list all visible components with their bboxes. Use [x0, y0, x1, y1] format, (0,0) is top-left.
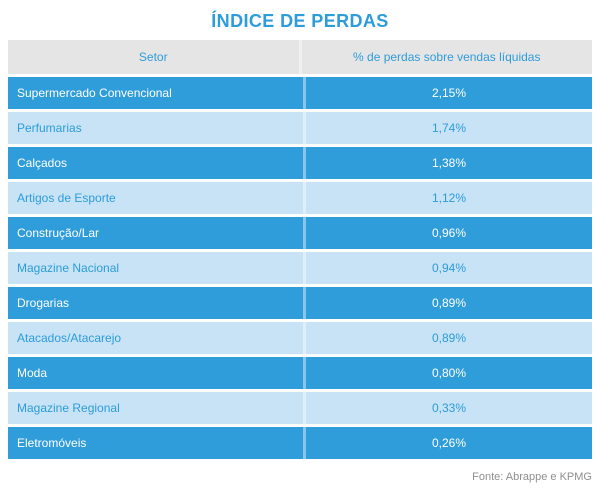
sector-cell: Drogarias	[17, 296, 70, 310]
value-cell: 0,80%	[431, 366, 467, 380]
column-divider	[303, 357, 306, 389]
header-perdas: % de perdas sobre vendas líquidas	[353, 50, 541, 64]
sector-cell: Magazine Regional	[17, 401, 120, 415]
table-row: Calçados 1,38%	[8, 147, 592, 179]
table-row: Eletromóveis 0,26%	[8, 427, 592, 459]
sector-cell: Perfumarias	[17, 121, 82, 135]
value-cell: 0,89%	[431, 296, 467, 310]
column-divider	[303, 252, 306, 284]
column-divider	[303, 322, 306, 354]
value-cell: 1,12%	[431, 191, 467, 205]
column-divider	[303, 287, 306, 319]
table-header-row: Setor % de perdas sobre vendas líquidas	[8, 40, 592, 74]
sector-cell: Calçados	[17, 156, 68, 170]
column-divider	[303, 392, 306, 424]
value-cell: 0,96%	[431, 226, 467, 240]
table-row: Artigos de Esporte 1,12%	[8, 182, 592, 214]
header-setor: Setor	[138, 50, 168, 64]
column-divider	[303, 182, 306, 214]
column-divider	[298, 40, 302, 74]
table-row: Drogarias 0,89%	[8, 287, 592, 319]
value-cell: 2,15%	[431, 86, 467, 100]
sector-cell: Moda	[17, 366, 48, 380]
column-divider	[303, 217, 306, 249]
value-cell: 1,38%	[431, 156, 467, 170]
sector-cell: Eletromóveis	[17, 436, 87, 450]
sector-cell: Supermercado Convencional	[17, 86, 172, 100]
column-divider	[303, 147, 306, 179]
value-cell: 0,89%	[431, 331, 467, 345]
table-row: Perfumarias 1,74%	[8, 112, 592, 144]
page-title: ÍNDICE DE PERDAS	[211, 11, 389, 31]
sector-cell: Artigos de Esporte	[17, 191, 116, 205]
column-divider	[303, 112, 306, 144]
value-cell: 0,26%	[431, 436, 467, 450]
column-divider	[303, 427, 306, 459]
sector-cell: Magazine Nacional	[17, 261, 120, 275]
table-row: Supermercado Convencional 2,15%	[8, 77, 592, 109]
losses-table: Setor % de perdas sobre vendas líquidas …	[8, 40, 592, 459]
table-body: Supermercado Convencional 2,15% Perfumar…	[8, 77, 592, 459]
table-row: Magazine Nacional 0,94%	[8, 252, 592, 284]
source-credit: Fonte: Abrappe e KPMG	[472, 471, 592, 483]
column-divider	[303, 77, 306, 109]
sector-cell: Atacados/Atacarejo	[17, 331, 122, 345]
table-row: Construção/Lar 0,96%	[8, 217, 592, 249]
value-cell: 1,74%	[431, 121, 467, 135]
table-row: Atacados/Atacarejo 0,89%	[8, 322, 592, 354]
value-cell: 0,33%	[431, 401, 467, 415]
sector-cell: Construção/Lar	[17, 226, 100, 240]
table-row: Magazine Regional 0,33%	[8, 392, 592, 424]
table-row: Moda 0,80%	[8, 357, 592, 389]
value-cell: 0,94%	[431, 261, 467, 275]
